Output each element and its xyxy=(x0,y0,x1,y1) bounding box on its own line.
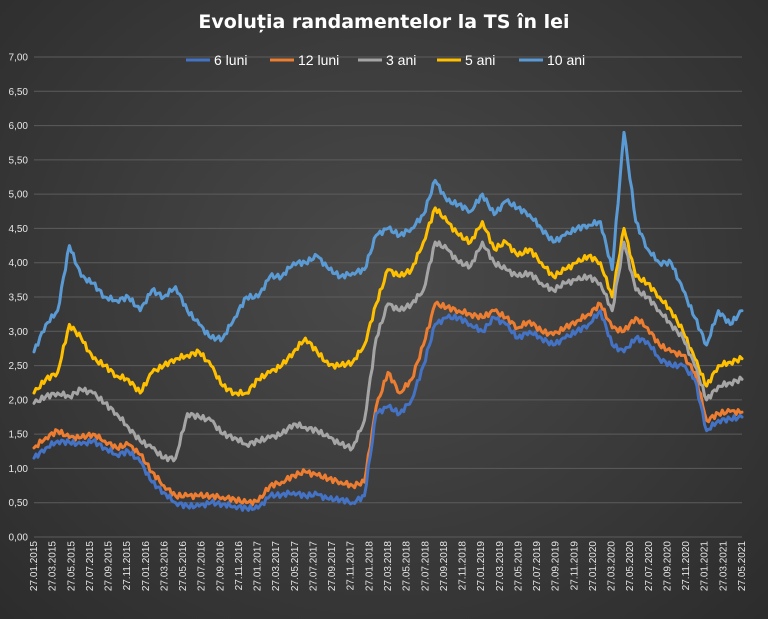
x-tick-label: 27.05.2016 xyxy=(178,541,189,591)
y-tick-label: 1,50 xyxy=(9,430,29,441)
y-axis: 0,00 0,50 1,00 1,50 2,00 2,50 3,00 3,50 4,00 4,50… xyxy=(9,53,29,544)
x-tick-label: 27.09.2019 xyxy=(551,541,562,591)
y-tick-label: 6,00 xyxy=(9,121,29,132)
y-tick-label: 0,50 xyxy=(9,498,29,509)
x-tick-label: 27.01.2016 xyxy=(141,541,152,591)
y-tick-label: 3,00 xyxy=(9,327,29,338)
x-tick-label: 27.07.2015 xyxy=(85,541,96,591)
x-tick-label: 27.07.2016 xyxy=(197,541,208,591)
x-tick-label: 27.03.2016 xyxy=(159,541,170,591)
x-tick-label: 27.05.2021 xyxy=(737,541,748,591)
x-tick-label: 27.09.2017 xyxy=(327,541,338,591)
y-tick-label: 4,50 xyxy=(9,224,29,235)
legend-label: 12 luni xyxy=(298,52,339,68)
series-line-6-luni xyxy=(32,309,744,512)
y-tick-label: 2,50 xyxy=(9,361,29,372)
x-tick-label: 27.05.2015 xyxy=(66,541,77,591)
x-tick-label: 27.11.2019 xyxy=(569,541,580,591)
legend: 6 luni 12 luni 3 ani 5 ani 10 ani xyxy=(186,52,585,68)
series-line-3-ani xyxy=(32,240,744,463)
gridlines xyxy=(34,56,742,538)
legend-label: 5 ani xyxy=(465,52,495,68)
y-tick-label: 0,00 xyxy=(9,533,29,544)
series-lines xyxy=(32,130,744,512)
x-tick-label: 27.09.2016 xyxy=(215,541,226,591)
x-tick-label: 27.07.2018 xyxy=(420,541,431,591)
x-tick-label: 27.11.2017 xyxy=(346,541,357,591)
x-tick-label: 27.05.2017 xyxy=(290,541,301,591)
y-tick-label: 7,00 xyxy=(9,53,29,64)
legend-label: 3 ani xyxy=(386,52,416,68)
y-tick-label: 6,50 xyxy=(9,87,29,98)
x-tick-label: 27.07.2020 xyxy=(644,541,655,591)
legend-label: 6 luni xyxy=(214,52,247,68)
series-line-12-luni xyxy=(32,300,744,507)
x-tick-label: 27.03.2017 xyxy=(271,541,282,591)
x-tick-label: 27.03.2018 xyxy=(383,541,394,591)
x-tick-label: 27.03.2015 xyxy=(48,541,59,591)
x-tick-label: 27.03.2020 xyxy=(607,541,618,591)
x-tick-label: 27.05.2018 xyxy=(402,541,413,591)
x-tick-label: 27.03.2021 xyxy=(718,541,729,591)
x-tick-label: 27.11.2020 xyxy=(681,541,692,591)
y-tick-label: 5,00 xyxy=(9,190,29,201)
series-line-5-ani xyxy=(32,206,744,397)
x-tick-label: 27.11.2015 xyxy=(122,541,133,591)
x-tick-label: 27.07.2017 xyxy=(308,541,319,591)
x-tick-label: 27.05.2020 xyxy=(625,541,636,591)
x-tick-label: 27.09.2015 xyxy=(104,541,115,591)
x-tick-label: 27.11.2016 xyxy=(234,541,245,591)
y-tick-label: 2,00 xyxy=(9,395,29,406)
x-tick-label: 27.01.2021 xyxy=(700,541,711,591)
x-axis: 27.01.2015 27.03.2015 27.05.2015 27.07.2015… xyxy=(29,541,748,591)
x-tick-label: 27.11.2018 xyxy=(458,541,469,591)
x-tick-label: 27.07.2019 xyxy=(532,541,543,591)
x-tick-label: 27.01.2017 xyxy=(253,541,264,591)
chart-title: Evoluția randamentelor la TS în lei xyxy=(198,11,569,33)
y-tick-label: 5,50 xyxy=(9,155,29,166)
x-tick-label: 27.01.2018 xyxy=(364,541,375,591)
y-tick-label: 4,00 xyxy=(9,258,29,269)
x-tick-label: 27.09.2020 xyxy=(662,541,673,591)
legend-label: 10 ani xyxy=(547,52,585,68)
x-tick-label: 27.01.2020 xyxy=(588,541,599,591)
x-tick-label: 27.01.2019 xyxy=(476,541,487,591)
x-tick-label: 27.03.2019 xyxy=(495,541,506,591)
y-tick-label: 3,50 xyxy=(9,293,29,304)
x-tick-label: 27.09.2018 xyxy=(439,541,450,591)
y-tick-label: 1,00 xyxy=(9,464,29,475)
x-tick-label: 27.05.2019 xyxy=(513,541,524,591)
x-tick-label: 27.01.2015 xyxy=(29,541,40,591)
series-line-10-ani xyxy=(32,130,744,354)
